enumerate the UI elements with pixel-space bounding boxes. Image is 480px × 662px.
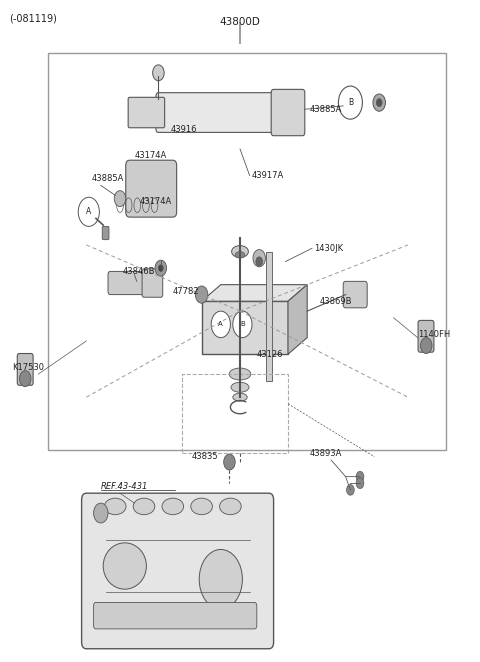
FancyBboxPatch shape bbox=[128, 97, 165, 128]
Ellipse shape bbox=[233, 393, 247, 401]
Ellipse shape bbox=[231, 383, 249, 392]
Text: 43174A: 43174A bbox=[139, 197, 171, 207]
Circle shape bbox=[153, 65, 164, 81]
Ellipse shape bbox=[162, 498, 184, 515]
Circle shape bbox=[233, 311, 252, 338]
Text: 1430JK: 1430JK bbox=[314, 244, 344, 253]
Circle shape bbox=[19, 371, 31, 387]
FancyBboxPatch shape bbox=[343, 281, 367, 308]
FancyBboxPatch shape bbox=[94, 602, 257, 629]
Ellipse shape bbox=[229, 368, 251, 380]
Text: 43126: 43126 bbox=[257, 350, 283, 359]
Text: REF.43-431: REF.43-431 bbox=[101, 482, 148, 491]
Circle shape bbox=[211, 311, 230, 338]
Circle shape bbox=[338, 86, 362, 119]
FancyBboxPatch shape bbox=[126, 160, 177, 217]
Text: (-081119): (-081119) bbox=[10, 13, 58, 23]
FancyBboxPatch shape bbox=[108, 271, 146, 295]
Text: 43869B: 43869B bbox=[319, 297, 352, 306]
Circle shape bbox=[376, 99, 382, 107]
Text: 43885A: 43885A bbox=[91, 174, 123, 183]
Text: 43174A: 43174A bbox=[134, 151, 167, 160]
Circle shape bbox=[114, 191, 126, 207]
Text: 43916: 43916 bbox=[170, 124, 197, 134]
Polygon shape bbox=[202, 285, 307, 301]
Ellipse shape bbox=[133, 498, 155, 515]
Circle shape bbox=[256, 257, 263, 266]
FancyBboxPatch shape bbox=[142, 269, 163, 297]
FancyBboxPatch shape bbox=[271, 89, 305, 136]
Circle shape bbox=[356, 471, 364, 482]
Text: K17530: K17530 bbox=[12, 363, 44, 372]
Circle shape bbox=[373, 94, 385, 111]
Circle shape bbox=[155, 260, 167, 276]
Bar bbox=[266, 252, 272, 381]
FancyBboxPatch shape bbox=[156, 93, 286, 132]
Text: 43917A: 43917A bbox=[252, 171, 284, 180]
Text: 1140FH: 1140FH bbox=[418, 330, 450, 339]
Circle shape bbox=[253, 250, 265, 267]
Text: B: B bbox=[348, 98, 353, 107]
Ellipse shape bbox=[231, 246, 249, 258]
Circle shape bbox=[224, 454, 235, 470]
Text: B: B bbox=[240, 321, 245, 328]
Ellipse shape bbox=[104, 498, 126, 515]
Polygon shape bbox=[288, 285, 307, 354]
FancyBboxPatch shape bbox=[17, 354, 33, 385]
Circle shape bbox=[356, 478, 364, 489]
Circle shape bbox=[158, 265, 163, 271]
FancyBboxPatch shape bbox=[102, 226, 109, 240]
Bar bbox=[48, 53, 446, 450]
Text: 43800D: 43800D bbox=[219, 17, 261, 26]
Text: 43835: 43835 bbox=[192, 452, 218, 461]
FancyBboxPatch shape bbox=[82, 493, 274, 649]
Bar bbox=[202, 301, 288, 354]
FancyBboxPatch shape bbox=[418, 320, 434, 352]
Ellipse shape bbox=[199, 549, 242, 609]
Bar bbox=[182, 374, 288, 453]
Ellipse shape bbox=[235, 252, 245, 258]
Ellipse shape bbox=[103, 543, 146, 589]
Text: 43846B: 43846B bbox=[122, 267, 155, 276]
Text: 43893A: 43893A bbox=[310, 449, 342, 458]
Circle shape bbox=[78, 197, 99, 226]
Text: 47782: 47782 bbox=[173, 287, 199, 296]
Circle shape bbox=[195, 286, 208, 303]
Ellipse shape bbox=[219, 498, 241, 515]
Circle shape bbox=[420, 338, 432, 354]
Circle shape bbox=[347, 485, 354, 495]
Text: A: A bbox=[86, 207, 91, 216]
Circle shape bbox=[94, 503, 108, 523]
Text: 43885A: 43885A bbox=[310, 105, 342, 114]
Text: A: A bbox=[218, 321, 223, 328]
Ellipse shape bbox=[191, 498, 212, 515]
